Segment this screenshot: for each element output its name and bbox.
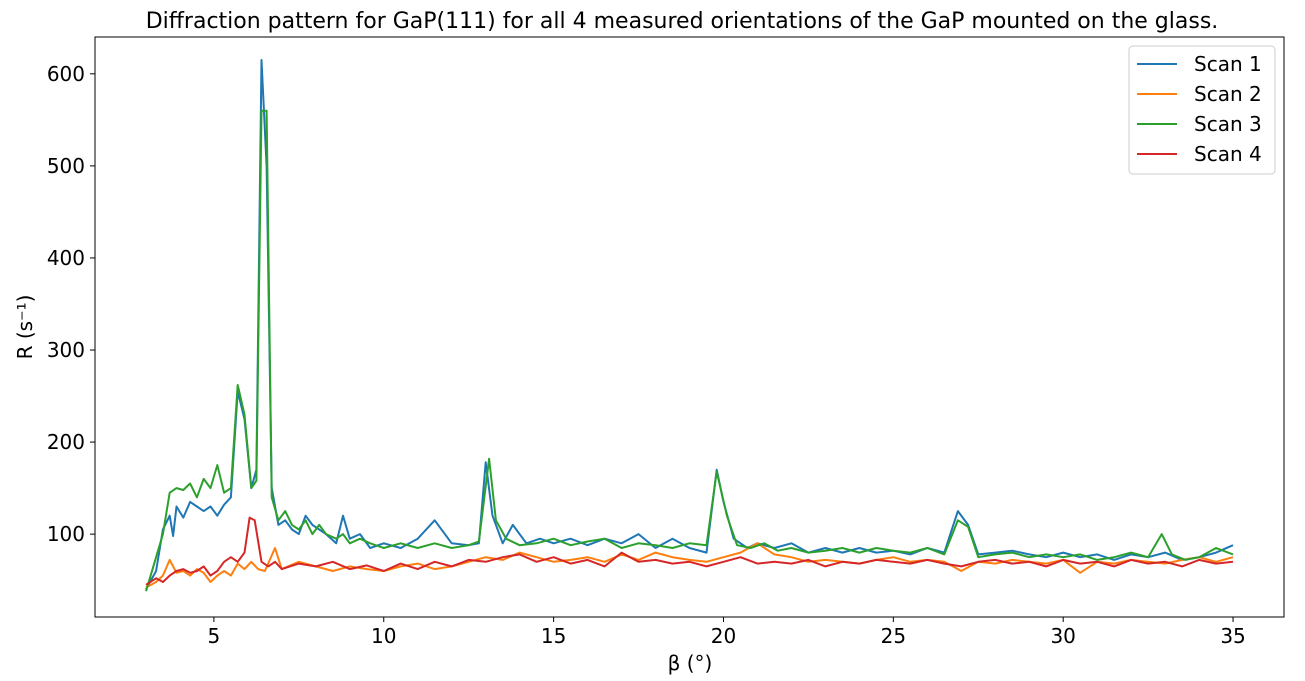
plot-frame: [94, 36, 1285, 618]
series-line-scan-2: [145, 542, 1234, 589]
x-tick-label: 20: [711, 624, 736, 648]
legend: Scan 1 Scan 2 Scan 3 Scan 4: [1128, 45, 1276, 175]
x-tick-label: 25: [881, 624, 906, 648]
legend-label-scan-1: Scan 1: [1194, 52, 1262, 76]
x-axis: 5 10 15 20 25 30 35: [208, 617, 1246, 648]
plot-lines: [145, 59, 1234, 592]
series-line-scan-1: [145, 59, 1234, 590]
x-axis-label: β (°): [668, 651, 713, 675]
x-tick-label: 10: [371, 624, 396, 648]
y-tick-label: 300: [47, 338, 85, 362]
y-axis-label: R (s⁻¹): [13, 295, 37, 360]
y-tick-label: 200: [47, 430, 85, 454]
legend-label-scan-4: Scan 4: [1194, 142, 1262, 166]
x-tick-label: 5: [208, 624, 221, 648]
legend-items: Scan 1 Scan 2 Scan 3 Scan 4: [1137, 52, 1262, 166]
x-tick-label: 35: [1220, 624, 1245, 648]
x-tick-label: 15: [541, 624, 566, 648]
legend-box: [1128, 45, 1276, 175]
chart-title: Diffraction pattern for GaP(111) for all…: [146, 9, 1219, 34]
series-line-scan-3: [145, 109, 1234, 592]
y-tick-label: 400: [47, 246, 85, 270]
y-axis: 100 200 300 400 500 600: [47, 62, 95, 546]
legend-label-scan-3: Scan 3: [1194, 112, 1262, 136]
y-tick-label: 100: [47, 522, 85, 546]
legend-label-scan-2: Scan 2: [1194, 82, 1262, 106]
y-tick-label: 600: [47, 62, 85, 86]
x-tick-label: 30: [1050, 624, 1075, 648]
y-tick-label: 500: [47, 154, 85, 178]
series-line-scan-4: [145, 516, 1234, 586]
